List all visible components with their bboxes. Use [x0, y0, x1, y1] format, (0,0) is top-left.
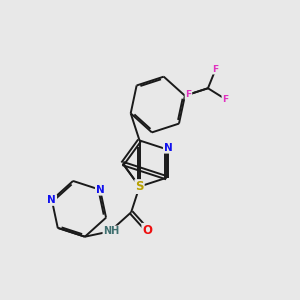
Text: F: F [222, 94, 228, 103]
Text: F: F [213, 65, 219, 74]
Text: N: N [47, 195, 56, 205]
Text: N: N [96, 185, 104, 195]
Text: S: S [135, 180, 144, 193]
Text: F: F [185, 90, 191, 99]
Text: O: O [142, 224, 152, 237]
Text: NH: NH [103, 226, 120, 236]
Text: N: N [164, 143, 172, 153]
